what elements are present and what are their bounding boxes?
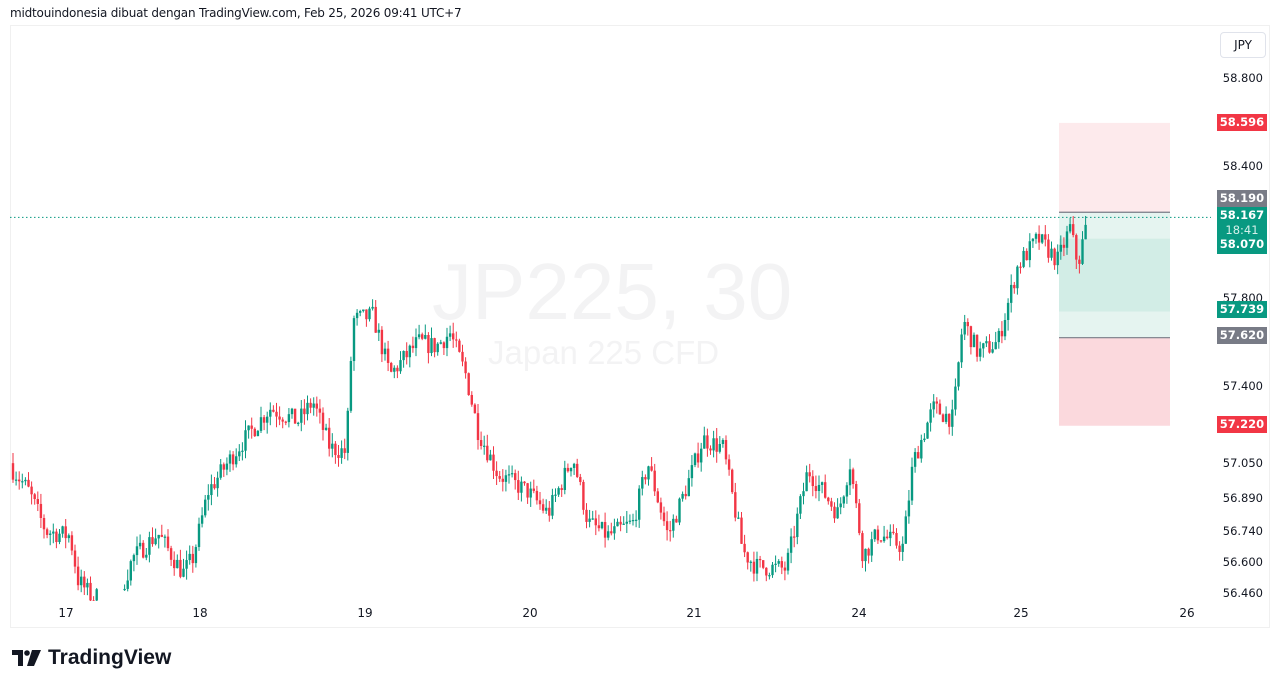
time-axis[interactable]: 17 18 19 20 21 24 25 26 xyxy=(10,601,1211,627)
bar-countdown: 18:41 xyxy=(1225,222,1259,237)
watermark-symbol: JP225, 30 xyxy=(432,247,793,336)
price-axis-label: 57.400 xyxy=(1222,379,1263,394)
time-axis-label: 18 xyxy=(192,606,208,620)
price-axis[interactable]: 58.800 58.400 57.800 57.400 57.050 56.890 56.7… xyxy=(1211,26,1269,627)
time-axis-label: 25 xyxy=(1013,606,1029,620)
candlestick-series xyxy=(10,122,1211,601)
entry-price-tag: 58.190 xyxy=(1217,190,1267,207)
last-price-tag: 58.167 18:41 58.070 xyxy=(1217,207,1267,254)
target-price-tag: 57.739 xyxy=(1217,301,1267,318)
currency-button[interactable]: JPY xyxy=(1220,32,1266,58)
time-axis-label: 20 xyxy=(522,606,538,620)
price-axis-label: 56.890 xyxy=(1222,491,1263,506)
price-axis-label: 58.400 xyxy=(1222,159,1263,174)
time-axis-label: 21 xyxy=(686,606,702,620)
chart-plot-area[interactable] xyxy=(10,26,1211,601)
last-price-value: 58.167 xyxy=(1219,208,1265,222)
price-axis-label: 57.050 xyxy=(1222,456,1263,471)
price-axis-label: 56.600 xyxy=(1222,555,1263,570)
entry-2-price-tag: 57.620 xyxy=(1217,327,1267,344)
time-axis-label: 24 xyxy=(851,606,867,620)
stop-loss-price-tag: 58.596 xyxy=(1217,114,1267,131)
tradingview-logo-icon xyxy=(12,650,41,666)
tradingview-logo-text: TradingView xyxy=(48,646,172,669)
stop-2-price-tag: 57.220 xyxy=(1217,416,1267,433)
watermark-description: Japan 225 CFD xyxy=(488,334,720,371)
target-price-value: 58.070 xyxy=(1219,237,1265,251)
price-axis-label: 58.800 xyxy=(1222,71,1263,85)
time-axis-label: 26 xyxy=(1179,606,1195,620)
time-axis-label: 17 xyxy=(58,606,74,620)
time-axis-label: 19 xyxy=(357,606,373,620)
price-axis-label: 56.740 xyxy=(1222,524,1263,539)
chart-attribution: midtouindonesia dibuat dengan TradingVie… xyxy=(10,6,462,20)
tradingview-logo: TradingView xyxy=(12,646,171,670)
price-axis-label: 56.460 xyxy=(1222,586,1263,600)
